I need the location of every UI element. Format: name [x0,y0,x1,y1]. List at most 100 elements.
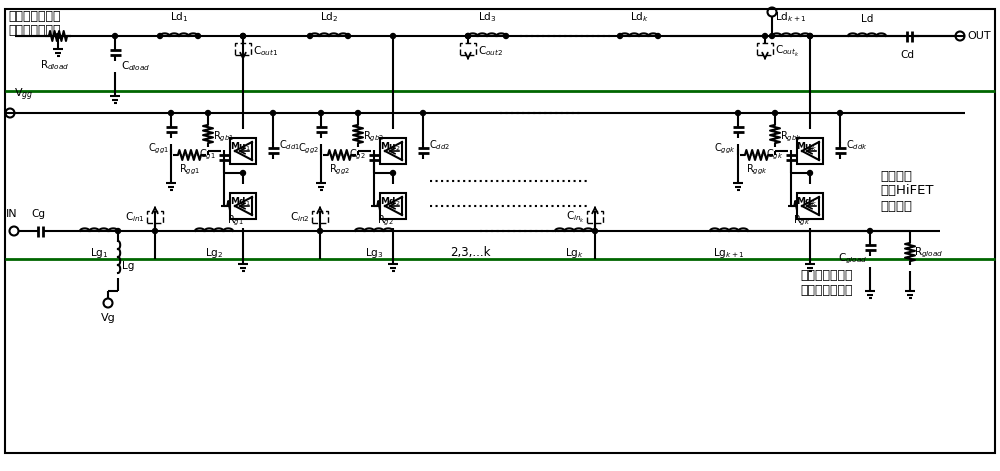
Circle shape [390,171,396,176]
Text: Ld$_{k+1}$: Ld$_{k+1}$ [775,10,807,24]
Text: C$_{dd1}$: C$_{dd1}$ [279,138,300,152]
Text: R$_{gload}$: R$_{gload}$ [914,246,943,260]
Bar [797,138,823,164]
Bar [380,193,406,219]
Bar [147,211,163,223]
Text: OUT: OUT [967,31,991,41]
Text: C$_{out1}$: C$_{out1}$ [253,44,278,58]
Text: Lg$_2$: Lg$_2$ [205,246,223,260]
Text: 分布式二
堆叠HiFET
放大网络: 分布式二 堆叠HiFET 放大网络 [880,170,934,212]
Text: Lg: Lg [122,261,134,271]
Text: R$_{gg1}$: R$_{gg1}$ [179,163,200,178]
Text: C$_{dd2}$: C$_{dd2}$ [429,138,450,152]
Text: Ld: Ld [861,14,873,24]
Circle shape [772,111,778,115]
Text: C$_{out_k}$: C$_{out_k}$ [775,43,799,58]
Circle shape [206,111,210,115]
Text: Ld$_3$: Ld$_3$ [478,10,496,24]
Circle shape [158,33,162,39]
Circle shape [240,171,246,176]
Text: Lg$_k$: Lg$_k$ [565,246,583,260]
Circle shape [420,111,426,115]
Circle shape [838,111,842,115]
Text: 考虑密勒效应的: 考虑密勒效应的 [8,9,60,23]
Circle shape [168,111,174,115]
Text: Mu$_{k}$: Mu$_{k}$ [796,141,818,153]
Text: IN: IN [6,209,18,219]
Circle shape [356,111,360,115]
Circle shape [763,33,768,39]
Text: Vg: Vg [101,313,115,323]
Bar [797,193,823,219]
Text: 漏极人工传输线: 漏极人工传输线 [8,24,60,36]
Text: C$_{g1}$: C$_{g1}$ [199,148,216,162]
Circle shape [808,33,812,39]
Text: Ld$_2$: Ld$_2$ [320,10,338,24]
Circle shape [656,33,660,39]
Text: R$_{gb1}$: R$_{gb1}$ [213,130,234,144]
Bar [587,211,603,223]
Circle shape [618,33,622,39]
Text: C$_{in2}$: C$_{in2}$ [290,210,310,224]
Text: R$_{gg2}$: R$_{gg2}$ [329,163,350,178]
Circle shape [592,228,598,234]
Circle shape [112,33,118,39]
Text: C$_{gg1}$: C$_{gg1}$ [148,142,169,156]
Circle shape [736,111,740,115]
Text: C$_{gk}$: C$_{gk}$ [766,148,783,162]
Text: Ld$_k$: Ld$_k$ [630,10,648,24]
Text: C$_{ggk}$: C$_{ggk}$ [714,142,736,156]
Text: R$_{gbk}$: R$_{gbk}$ [780,130,802,144]
Text: Md$_{k}$: Md$_{k}$ [796,196,818,208]
Bar [312,211,328,223]
Text: R$_{dload}$: R$_{dload}$ [40,58,70,72]
Circle shape [504,33,509,39]
Bar [235,43,251,55]
Text: Lg$_3$: Lg$_3$ [365,246,383,260]
Circle shape [196,33,200,39]
Text: Md$_{2}$: Md$_{2}$ [380,196,400,208]
Text: C$_{ddk}$: C$_{ddk}$ [846,138,868,152]
Circle shape [308,33,312,39]
Circle shape [390,33,396,39]
Circle shape [318,111,324,115]
Text: C$_{out2}$: C$_{out2}$ [478,44,503,58]
Circle shape [808,171,812,176]
Text: Ld$_1$: Ld$_1$ [170,10,188,24]
Circle shape [240,33,246,39]
Text: C$_{dload}$: C$_{dload}$ [121,59,151,73]
Text: C$_{gg2}$: C$_{gg2}$ [298,142,319,156]
Text: C$_{in1}$: C$_{in1}$ [125,210,145,224]
Bar [230,138,256,164]
Text: R$_{g1}$: R$_{g1}$ [227,214,243,228]
Circle shape [868,228,872,234]
Text: C$_{in_k}$: C$_{in_k}$ [566,210,585,225]
Text: 考虑密勒效应的
栅极人工传输线: 考虑密勒效应的 栅极人工传输线 [800,269,852,297]
Text: C$_{g2}$: C$_{g2}$ [349,148,366,162]
Bar [230,193,256,219]
Circle shape [116,228,120,234]
Text: Lg$_1$: Lg$_1$ [90,246,108,260]
Circle shape [270,111,276,115]
Text: Md$_{1}$: Md$_{1}$ [230,196,250,208]
Circle shape [240,33,246,39]
Text: Cd: Cd [900,50,914,60]
Bar [757,43,773,55]
Text: Cg: Cg [31,209,45,219]
Text: R$_{ggk}$: R$_{ggk}$ [746,163,767,178]
Text: Lg$_{k+1}$: Lg$_{k+1}$ [713,246,745,260]
Bar [380,138,406,164]
Text: R$_{gb2}$: R$_{gb2}$ [363,130,384,144]
Circle shape [808,33,812,39]
Circle shape [770,33,774,39]
Circle shape [318,228,322,234]
Bar [460,43,476,55]
Text: V$_{gg}$: V$_{gg}$ [14,87,33,103]
Circle shape [466,33,471,39]
Circle shape [56,33,60,39]
Text: C$_{gload}$: C$_{gload}$ [838,252,868,266]
Text: 2,3,...k: 2,3,...k [450,246,490,259]
Text: Mu$_{2}$: Mu$_{2}$ [380,141,400,153]
Circle shape [466,33,471,39]
Text: Mu$_{1}$: Mu$_{1}$ [230,141,250,153]
